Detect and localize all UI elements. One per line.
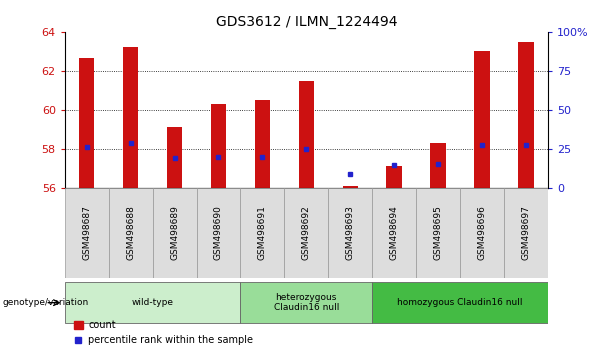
Bar (460, 188, 504, 278)
Bar (431, 143, 446, 188)
Bar (240, 188, 284, 278)
Text: GSM498689: GSM498689 (170, 205, 179, 260)
Bar (254, 100, 270, 188)
Bar (328, 188, 372, 278)
Bar (343, 185, 358, 188)
Text: homozygous Claudin16 null: homozygous Claudin16 null (397, 298, 522, 307)
Bar (65, 282, 240, 324)
Text: GSM498687: GSM498687 (82, 205, 91, 260)
Bar (109, 188, 153, 278)
Text: GSM498692: GSM498692 (302, 205, 311, 260)
Text: GSM498696: GSM498696 (478, 205, 487, 260)
Bar (211, 104, 226, 188)
Bar (153, 188, 197, 278)
Text: wild-type: wild-type (131, 298, 174, 307)
Bar (79, 58, 94, 188)
Bar (386, 166, 402, 188)
Bar (372, 188, 416, 278)
Bar (240, 282, 372, 324)
Text: GSM498697: GSM498697 (521, 205, 530, 260)
Legend: count, percentile rank within the sample: count, percentile rank within the sample (70, 316, 257, 349)
Bar (504, 188, 548, 278)
Bar (416, 188, 460, 278)
Bar (167, 127, 182, 188)
Title: GDS3612 / ILMN_1224494: GDS3612 / ILMN_1224494 (216, 16, 397, 29)
Text: GSM498694: GSM498694 (389, 205, 399, 260)
Text: GSM498690: GSM498690 (214, 205, 223, 260)
Text: genotype/variation: genotype/variation (3, 298, 89, 307)
Bar (65, 188, 109, 278)
Bar (372, 282, 548, 324)
Bar (197, 188, 240, 278)
Bar (123, 47, 138, 188)
Bar (518, 42, 534, 188)
Bar (284, 188, 328, 278)
Text: heterozygous
Claudin16 null: heterozygous Claudin16 null (274, 293, 339, 312)
Text: GSM498691: GSM498691 (258, 205, 267, 260)
Text: GSM498688: GSM498688 (126, 205, 135, 260)
Text: GSM498693: GSM498693 (346, 205, 355, 260)
Bar (299, 81, 314, 188)
Text: GSM498695: GSM498695 (434, 205, 442, 260)
Bar (474, 51, 489, 188)
